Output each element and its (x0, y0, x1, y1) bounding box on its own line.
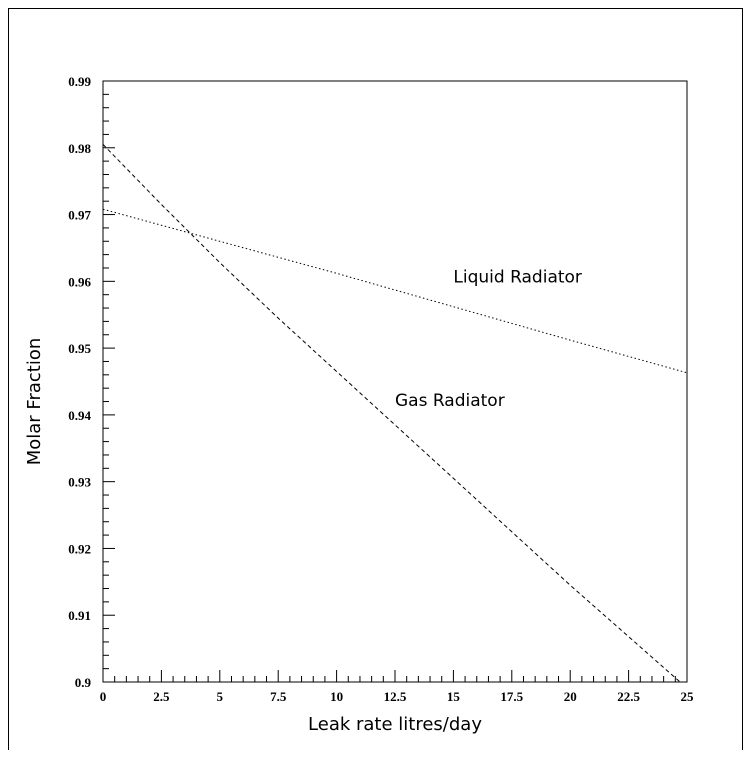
series-label-liquid-radiator: Liquid Radiator (453, 268, 582, 288)
series-line-liquid-radiator (102, 208, 688, 374)
y-axis: 0.9 0.91 0.92 0.93 0.94 0.95 0.96 0.97 0.98 0.99 (68, 74, 115, 690)
y-tick-label: 0.95 (68, 341, 91, 356)
series-layer (102, 144, 688, 683)
y-tick-label: 0.9 (75, 675, 92, 690)
x-axis: 0 2.5 5 7.5 10 12.5 15 17.5 20 22.5 25 (100, 670, 694, 704)
x-tick-label: 12.5 (384, 689, 407, 704)
y-tick-label: 0.97 (68, 208, 91, 223)
plot-area (102, 80, 688, 683)
x-tick-label: 7.5 (270, 689, 287, 704)
x-tick-label: 15 (447, 689, 461, 704)
y-tick-label: 0.96 (68, 274, 91, 289)
y-tick-label: 0.91 (68, 608, 91, 623)
x-tick-label: 22.5 (617, 689, 640, 704)
y-tick-label: 0.99 (68, 74, 91, 89)
series-line-gas-radiator (102, 144, 681, 683)
y-tick-label: 0.92 (68, 541, 91, 556)
y-tick-label: 0.93 (68, 475, 91, 490)
y-tick-label: 0.98 (68, 141, 91, 156)
x-axis-title: Leak rate litres/day (308, 714, 482, 735)
x-tick-label: 5 (217, 689, 224, 704)
x-tick-label: 10 (330, 689, 343, 704)
x-tick-label: 20 (564, 689, 577, 704)
x-tick-label: 17.5 (500, 689, 523, 704)
plot-frame (8, 8, 743, 750)
y-axis-title: Molar Fraction (24, 338, 45, 466)
x-tick-label: 2.5 (153, 689, 170, 704)
x-tick-label: 0 (100, 689, 107, 704)
y-tick-label: 0.94 (68, 408, 91, 423)
series-label-gas-radiator: Gas Radiator (395, 391, 505, 411)
x-tick-label: 25 (681, 689, 695, 704)
